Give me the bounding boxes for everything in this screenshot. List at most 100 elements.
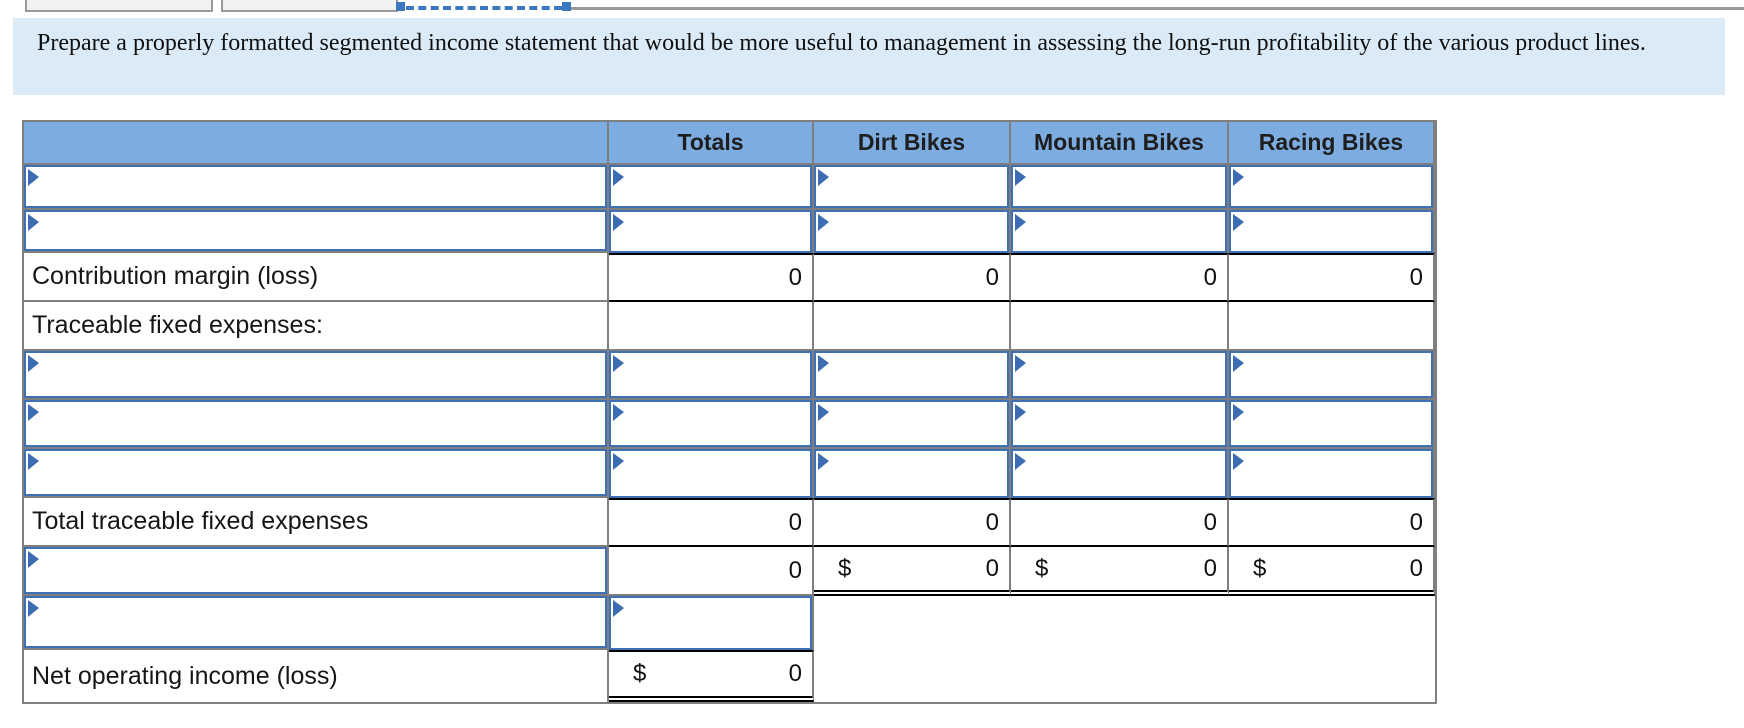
cell xyxy=(1011,351,1229,400)
answer-input-cell-row2-dirt[interactable] xyxy=(814,210,1009,253)
value-cell-contribution-dirt: 0 xyxy=(814,253,1011,302)
value-cell-total-traceable-totals: 0 xyxy=(609,498,814,547)
answer-input-cell-row6-label[interactable] xyxy=(24,547,607,594)
column-header-blank xyxy=(24,122,609,165)
answer-input-cell-row5-mountain[interactable] xyxy=(1011,449,1227,498)
table-row xyxy=(24,210,1435,253)
column-header-dirt-bikes: Dirt Bikes xyxy=(814,122,1011,165)
cell-flag-icon xyxy=(818,169,829,186)
cell xyxy=(609,449,814,498)
cell xyxy=(609,210,814,253)
answer-input-cell-row3-label[interactable] xyxy=(24,351,607,398)
value-cell-contribution-mountain: 0 xyxy=(1011,253,1229,302)
value-cell-total-traceable-racing: 0 xyxy=(1229,498,1435,547)
value-cell-net-operating-totals: $ 0 xyxy=(609,650,814,702)
answer-input-cell-row5-label[interactable] xyxy=(24,449,607,496)
cell xyxy=(1229,351,1435,400)
cell-flag-icon xyxy=(1015,453,1026,470)
cell xyxy=(609,596,814,650)
value-cell-contribution-racing: 0 xyxy=(1229,253,1435,302)
currency-symbol: $ xyxy=(633,660,647,687)
cell-flag-icon xyxy=(28,169,39,186)
cell-flag-icon xyxy=(1015,214,1026,231)
net-operating-value: 0 xyxy=(788,660,802,687)
answer-input-cell-row1-totals[interactable] xyxy=(609,165,812,208)
cell xyxy=(1229,449,1435,498)
answer-input-cell-row5-totals[interactable] xyxy=(609,449,812,498)
cell xyxy=(1229,165,1435,210)
sheet-tab[interactable] xyxy=(25,0,213,12)
sheet-tab[interactable] xyxy=(221,0,398,12)
cell xyxy=(814,210,1011,253)
cell-flag-icon xyxy=(818,214,829,231)
answer-input-cell-row2-mountain[interactable] xyxy=(1011,210,1227,253)
table-row xyxy=(24,165,1435,210)
answer-input-cell-row2-totals[interactable] xyxy=(609,210,812,253)
cell xyxy=(24,165,609,210)
cell xyxy=(1011,165,1229,210)
answer-input-cell-row4-mountain[interactable] xyxy=(1011,400,1227,447)
answer-input-cell-row3-racing[interactable] xyxy=(1229,351,1433,398)
cell xyxy=(1011,210,1229,253)
cell xyxy=(24,596,609,650)
answer-input-cell-row4-racing[interactable] xyxy=(1229,400,1433,447)
contribution-margin-row: Contribution margin (loss) 0 0 0 0 xyxy=(24,253,1435,302)
answer-input-cell-row4-label[interactable] xyxy=(24,400,607,447)
segmented-income-statement-table: Totals Dirt Bikes Mountain Bikes Racing … xyxy=(22,120,1437,704)
cell xyxy=(1011,449,1229,498)
cell xyxy=(814,400,1011,449)
answer-input-cell-row7-label[interactable] xyxy=(24,596,607,648)
answer-input-cell-row2-racing[interactable] xyxy=(1229,210,1433,253)
selection-handle-icon xyxy=(562,2,571,11)
answer-input-cell-row1-label[interactable] xyxy=(24,165,607,208)
currency-symbol: $ xyxy=(838,554,852,582)
value-cell-contribution-totals: 0 xyxy=(609,253,814,302)
segment-value: 0 xyxy=(985,554,999,582)
value-cell-segment-racing: $ 0 xyxy=(1229,547,1435,596)
answer-input-cell-row3-dirt[interactable] xyxy=(814,351,1009,398)
answer-input-cell-row5-dirt[interactable] xyxy=(814,449,1009,498)
answer-input-cell-row1-mountain[interactable] xyxy=(1011,165,1227,208)
total-traceable-row: Total traceable fixed expenses 0 0 0 0 xyxy=(24,498,1435,547)
answer-input-cell-row4-dirt[interactable] xyxy=(814,400,1009,447)
cell xyxy=(24,400,609,449)
answer-input-cell-row1-racing[interactable] xyxy=(1229,165,1433,208)
segment-margin-row: 0 $ 0 $ 0 $ 0 xyxy=(24,547,1435,596)
answer-input-cell-row2-label[interactable] xyxy=(24,210,607,251)
cell-flag-icon xyxy=(1233,214,1244,231)
blank-cell xyxy=(609,302,814,351)
answer-input-cell-row5-racing[interactable] xyxy=(1229,449,1433,498)
row-label-total-traceable: Total traceable fixed expenses xyxy=(24,498,609,547)
table-row xyxy=(24,400,1435,449)
cell-flag-icon xyxy=(1233,404,1244,421)
column-header-racing-bikes: Racing Bikes xyxy=(1229,122,1435,165)
cell-flag-icon xyxy=(818,355,829,372)
value-cell-segment-dirt: $ 0 xyxy=(814,547,1011,596)
answer-input-cell-row3-totals[interactable] xyxy=(609,351,812,398)
header-row: Totals Dirt Bikes Mountain Bikes Racing … xyxy=(24,122,1435,165)
cell-flag-icon xyxy=(1233,169,1244,186)
value-cell-total-traceable-dirt: 0 xyxy=(814,498,1011,547)
cell xyxy=(1229,400,1435,449)
divider xyxy=(571,7,1744,10)
answer-input-cell-row3-mountain[interactable] xyxy=(1011,351,1227,398)
cell-flag-icon xyxy=(613,214,624,231)
cell-flag-icon xyxy=(1015,355,1026,372)
cell-flag-icon xyxy=(1233,355,1244,372)
row-label-net-operating: Net operating income (loss) xyxy=(24,650,609,702)
cell-flag-icon xyxy=(28,214,39,231)
cell-flag-icon xyxy=(28,551,39,568)
cell xyxy=(814,351,1011,400)
cell xyxy=(1229,210,1435,253)
table-row xyxy=(24,596,1435,650)
answer-input-cell-row4-totals[interactable] xyxy=(609,400,812,447)
answer-input-cell-row1-dirt[interactable] xyxy=(814,165,1009,208)
cell-flag-icon xyxy=(613,404,624,421)
instruction-text: Prepare a properly formatted segmented i… xyxy=(37,30,1646,56)
cell-flag-icon xyxy=(1015,169,1026,186)
table-row xyxy=(24,351,1435,400)
answer-input-cell-row7-totals[interactable] xyxy=(609,596,812,650)
blank-cell xyxy=(814,302,1011,351)
cell-flag-icon xyxy=(28,453,39,470)
cell-flag-icon xyxy=(28,404,39,421)
